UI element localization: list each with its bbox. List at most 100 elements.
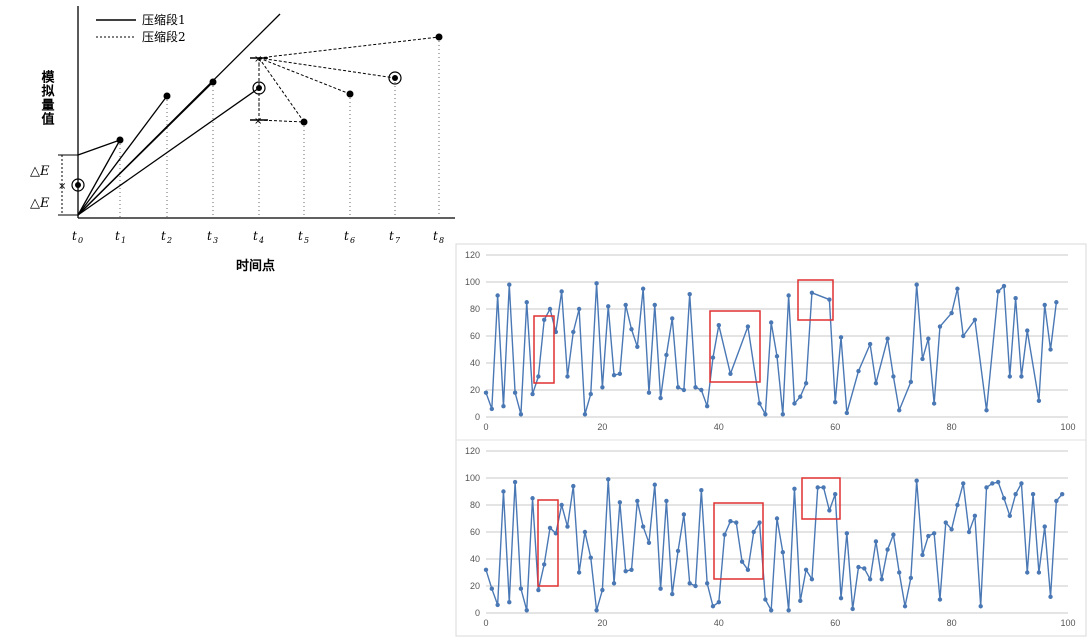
data-point	[984, 408, 989, 413]
data-point	[920, 356, 925, 362]
svg-text:t: t	[207, 229, 212, 243]
data-point	[1042, 524, 1047, 529]
data-point	[547, 525, 553, 531]
data-point	[1013, 296, 1018, 301]
y-tick-label: 20	[470, 385, 480, 395]
data-point	[693, 385, 698, 390]
highlight-box-top-3	[797, 279, 834, 321]
data-point	[489, 586, 495, 591]
data-point	[768, 320, 774, 325]
data-point	[1013, 492, 1018, 497]
data-point	[710, 355, 716, 360]
svg-text:4: 4	[258, 236, 264, 245]
data-point	[588, 391, 593, 397]
data-point	[594, 281, 599, 286]
data-point	[629, 327, 634, 332]
data-point	[658, 586, 663, 591]
data-point	[943, 520, 948, 525]
y-tick-label: 0	[475, 412, 480, 422]
svg-text:1: 1	[121, 236, 126, 245]
data-point	[606, 477, 611, 482]
data-point	[664, 498, 669, 504]
diagram-circled-points	[71, 71, 402, 192]
data-point	[530, 391, 535, 397]
svg-text:8: 8	[439, 236, 444, 245]
data-point	[606, 304, 611, 309]
y-tick-label: 80	[470, 500, 480, 510]
data-point	[699, 487, 704, 493]
data-point	[908, 575, 914, 581]
data-point	[646, 540, 652, 545]
data-point	[483, 567, 489, 572]
data-point	[699, 387, 704, 393]
data-point	[850, 606, 855, 612]
data-point	[902, 604, 908, 609]
data-point	[763, 597, 768, 602]
y-tick-label: 80	[470, 304, 480, 314]
x-tick-label: 60	[830, 618, 840, 628]
data-point	[873, 539, 879, 544]
data-point	[739, 559, 745, 564]
data-point	[879, 577, 884, 582]
legend-solid-label: 压缩段1	[142, 12, 186, 27]
data-point	[1048, 347, 1053, 352]
data-point	[792, 401, 797, 406]
delta-e-bracket	[58, 154, 78, 216]
highlight-boxes	[533, 279, 841, 587]
data-point	[809, 290, 815, 295]
data-point	[623, 302, 628, 308]
data-point	[716, 600, 721, 605]
data-point	[1036, 570, 1042, 575]
svg-text:2: 2	[166, 236, 172, 245]
data-point	[687, 291, 692, 297]
data-point	[617, 371, 623, 376]
data-point	[611, 372, 617, 378]
data-point	[745, 567, 751, 572]
data-point	[565, 374, 570, 379]
data-point	[862, 566, 867, 571]
data-point	[803, 567, 809, 572]
data-point	[571, 483, 576, 489]
data-point	[751, 529, 756, 535]
data-point	[518, 412, 524, 417]
data-point	[995, 289, 1001, 294]
data-point	[937, 324, 943, 329]
data-point	[553, 531, 559, 536]
diagram-points	[116, 33, 443, 144]
data-point	[833, 399, 838, 405]
data-point	[617, 500, 623, 505]
data-point	[966, 529, 972, 535]
data-point	[1007, 513, 1012, 518]
diagram-xlabel: 时间点	[236, 258, 275, 274]
data-point	[949, 527, 954, 532]
data-point	[961, 333, 966, 339]
data-point	[495, 602, 500, 608]
data-point	[728, 519, 733, 524]
data-point	[815, 485, 820, 490]
y-tick-label: 40	[470, 554, 480, 564]
data-point	[507, 600, 512, 605]
data-point	[594, 608, 599, 613]
data-point	[588, 555, 593, 560]
data-point	[972, 513, 978, 518]
svg-text:t: t	[433, 229, 438, 243]
data-point	[559, 502, 564, 508]
data-point	[722, 532, 727, 537]
data-point	[716, 323, 721, 328]
data-point	[501, 489, 506, 494]
data-point	[885, 547, 890, 552]
data-point	[536, 374, 541, 379]
y-tick-label: 120	[465, 250, 480, 260]
data-point	[891, 532, 896, 537]
data-point	[675, 548, 681, 554]
y-tick-label: 20	[470, 581, 480, 591]
data-point	[1042, 302, 1047, 308]
data-point	[710, 604, 716, 609]
time-guides	[119, 37, 440, 218]
x-tick-label: 20	[597, 422, 607, 432]
data-point	[867, 577, 873, 582]
y-tick-label: 60	[470, 527, 480, 537]
x-tick-label: 0	[483, 422, 488, 432]
svg-text:7: 7	[395, 236, 401, 245]
